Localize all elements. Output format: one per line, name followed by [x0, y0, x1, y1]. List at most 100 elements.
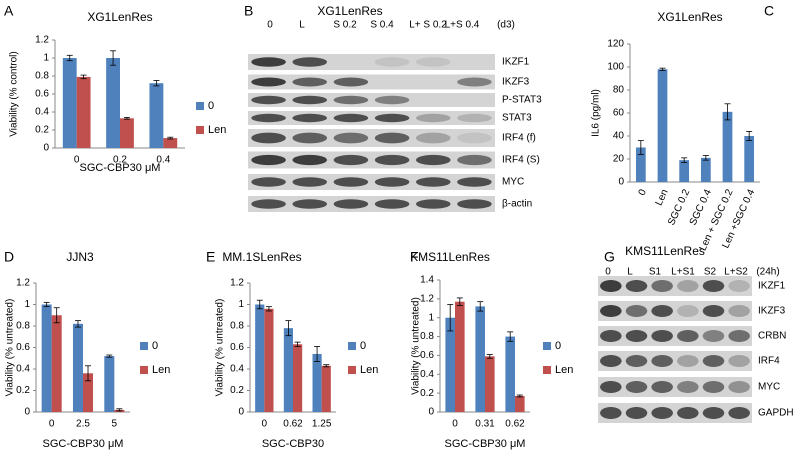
blot-band: [651, 381, 673, 393]
x-tick-label: 0: [49, 419, 55, 430]
y-tick-label: 0.2: [230, 385, 244, 396]
blot-band: [651, 355, 673, 367]
blot-band: [728, 407, 750, 419]
y-axis-label: Viability (% untreated): [411, 297, 422, 395]
chart-title: MM.1SLenRes: [222, 250, 301, 264]
x-tick-label: 0.2: [113, 155, 127, 166]
error-bar: [456, 297, 463, 306]
error-bar: [447, 304, 454, 332]
lane-label: 0: [605, 267, 611, 278]
bar: [106, 58, 120, 148]
blot-band: [457, 77, 492, 87]
legend-label: 0: [152, 340, 158, 352]
blot-band: [702, 305, 725, 317]
error-bar: [477, 301, 484, 312]
error-bar: [85, 365, 92, 382]
protein-label: β-actin: [502, 199, 532, 210]
blot-band: [677, 280, 699, 292]
blot-band: [374, 95, 410, 105]
bar: [72, 323, 83, 412]
blot-band: [333, 154, 369, 166]
legend-label: Len: [360, 364, 378, 376]
y-tick-label: 100: [607, 62, 624, 73]
error-bar: [724, 103, 731, 121]
error-bar: [516, 394, 523, 398]
panel-letter: G: [604, 249, 615, 265]
error-bar: [74, 320, 81, 328]
blot-band: [677, 305, 699, 317]
y-tick-label: 1: [24, 299, 30, 310]
bar: [120, 118, 134, 148]
legend-swatch: [196, 102, 204, 110]
error-bar: [153, 80, 160, 87]
blot-band: [333, 177, 369, 187]
blot-band: [251, 132, 286, 144]
x-tick-label: 0: [637, 187, 650, 197]
blot-band: [251, 113, 286, 123]
blot-band: [292, 154, 328, 166]
blot-band: [457, 154, 492, 166]
bar: [283, 328, 293, 412]
legend-swatch: [348, 366, 356, 374]
blot-band: [677, 330, 699, 342]
protein-label: IRF4 (f): [502, 133, 536, 144]
y-tick-label: 1.2: [16, 278, 30, 289]
blot-band: [457, 113, 492, 123]
bar: [485, 356, 495, 412]
blot-band: [457, 199, 492, 209]
y-tick-label: 0: [428, 407, 434, 418]
x-tick-label: 0.31: [475, 419, 495, 430]
x-tick-label: 0: [262, 419, 268, 430]
y-tick-label: 60: [613, 108, 625, 119]
blot-band: [251, 177, 286, 187]
blot-band: [600, 305, 622, 317]
blot-band: [651, 330, 673, 342]
protein-label: MYC: [758, 382, 780, 393]
y-tick-label: 1: [238, 299, 244, 310]
error-bar: [116, 408, 123, 412]
x-tick-label: 0.62: [283, 419, 303, 430]
blot-band: [415, 154, 451, 166]
error-bar: [43, 301, 50, 308]
bar: [679, 160, 690, 182]
error-bar: [123, 117, 130, 120]
lane-label: L+S 0.4: [445, 20, 480, 31]
blot-band: [728, 355, 750, 367]
blot-band: [457, 132, 492, 144]
blot-band: [251, 77, 286, 87]
protein-label: IRF4 (S): [502, 155, 540, 166]
y-tick-label: 0: [618, 177, 624, 188]
blot-band: [728, 330, 750, 342]
bar: [744, 136, 755, 182]
blot-band: [374, 154, 410, 166]
blot-band: [292, 77, 328, 87]
blot-band: [251, 199, 286, 209]
blot-band: [600, 330, 622, 342]
error-bar: [314, 346, 321, 362]
bar: [149, 83, 164, 148]
bar: [475, 306, 485, 412]
y-tick-label: 0.8: [230, 321, 244, 332]
legend-label: 0: [208, 100, 214, 112]
lane-label: S2: [704, 267, 717, 278]
lane-label: L+ S 0.2: [409, 20, 447, 31]
bar: [505, 336, 515, 412]
blot-band: [625, 280, 648, 292]
chart-title: JJN3: [66, 250, 94, 264]
y-tick-label: 0.4: [35, 107, 49, 118]
lane-label: (24h): [756, 267, 779, 278]
blot-band: [702, 407, 725, 419]
panel-letter: D: [4, 249, 14, 265]
y-tick-label: 0.8: [420, 331, 434, 342]
y-tick-label: 0.6: [420, 350, 434, 361]
blot-title: KMS11LenRes: [625, 244, 705, 258]
blot-band: [415, 132, 451, 144]
x-tick-label: 2.5: [76, 419, 90, 430]
lane-label: S 0.2: [333, 20, 357, 31]
legend-label: Len: [152, 364, 170, 376]
y-tick-label: 1.2: [420, 293, 434, 304]
x-tick-label: 0: [74, 155, 80, 166]
lane-label: (d3): [497, 20, 515, 31]
blot-band: [702, 355, 725, 367]
blot-band: [702, 330, 725, 342]
